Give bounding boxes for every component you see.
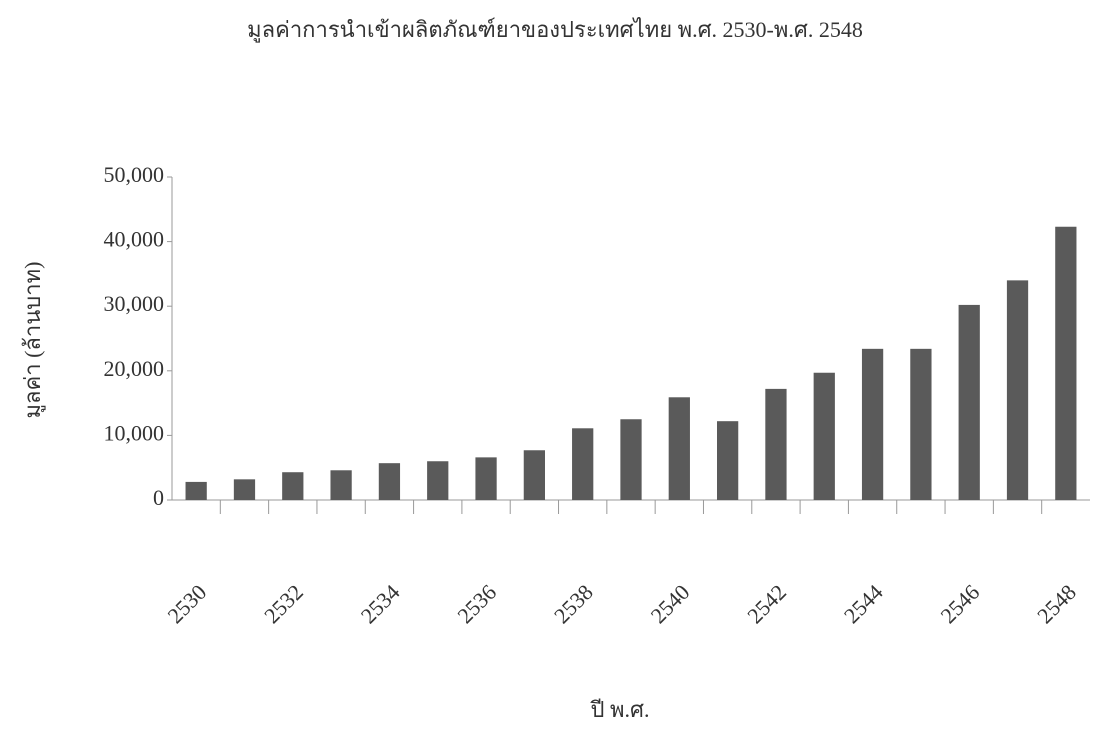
x-tick-label: 2544 bbox=[839, 579, 888, 628]
bar bbox=[1055, 226, 1077, 500]
x-tick-label: 2536 bbox=[452, 579, 501, 628]
bar bbox=[330, 470, 352, 500]
bar bbox=[668, 397, 690, 500]
y-tick-label: 0 bbox=[153, 485, 164, 510]
y-tick-label: 40,000 bbox=[104, 227, 165, 252]
x-tick-label: 2538 bbox=[549, 579, 598, 628]
bar bbox=[378, 463, 401, 500]
bar bbox=[572, 428, 594, 500]
x-tick-label: 2542 bbox=[742, 579, 791, 628]
y-tick-label: 10,000 bbox=[104, 420, 165, 445]
chart-title: มูลค่าการนำเข้าผลิตภัณฑ์ยาของประเทศไทย พ… bbox=[247, 17, 863, 43]
x-axis-title: ปี พ.ศ. bbox=[589, 697, 649, 722]
bar bbox=[475, 457, 497, 500]
bar bbox=[861, 348, 884, 500]
bar bbox=[185, 481, 207, 500]
x-tick-label: 2532 bbox=[259, 579, 308, 628]
x-tick-label: 2540 bbox=[646, 579, 695, 628]
bar bbox=[282, 472, 304, 500]
bar bbox=[910, 348, 932, 500]
y-tick-label: 50,000 bbox=[104, 162, 165, 187]
bar bbox=[813, 372, 835, 500]
bar bbox=[958, 304, 980, 500]
x-tick-label: 2530 bbox=[162, 579, 211, 628]
bar bbox=[427, 461, 449, 500]
bar bbox=[523, 450, 545, 500]
bar bbox=[620, 419, 642, 500]
y-tick-label: 30,000 bbox=[104, 291, 165, 316]
bar bbox=[233, 479, 256, 500]
bar bbox=[765, 388, 787, 500]
x-tick-label: 2534 bbox=[356, 579, 405, 628]
y-axis-title: มูลค่า (ล้านบาท) bbox=[20, 262, 46, 419]
x-tick-label: 2546 bbox=[936, 579, 985, 628]
y-tick-label: 20,000 bbox=[104, 356, 165, 381]
bar bbox=[1006, 280, 1029, 500]
x-tick-label: 2548 bbox=[1032, 579, 1081, 628]
bar bbox=[717, 421, 739, 500]
